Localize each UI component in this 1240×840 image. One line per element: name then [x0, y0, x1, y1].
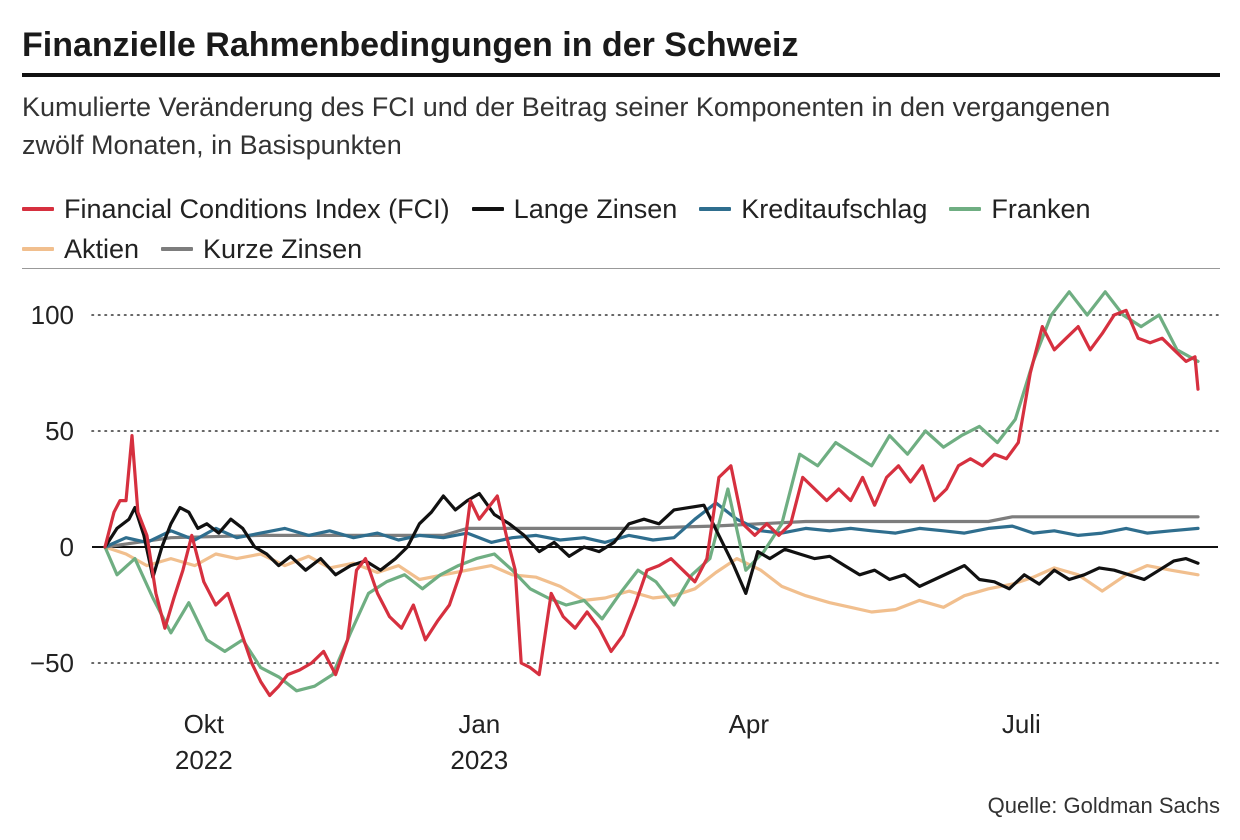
legend-swatch-kurze-zinsen	[161, 247, 194, 251]
x-tick-year-2023: 2023	[450, 745, 508, 775]
series-line-kreditaufschlag	[103, 501, 1200, 549]
x-tick-label-juli: Juli	[1002, 709, 1041, 739]
series-line-financial-conditions-index-fci	[103, 308, 1200, 698]
series-line-kurze-zinsen	[103, 515, 1200, 549]
legend-item-aktien: Aktien	[22, 234, 139, 265]
legend-item-kurze-zinsen: Kurze Zinsen	[161, 234, 362, 265]
legend-swatch-kreditaufschlag	[699, 207, 732, 211]
chart-title: Finanzielle Rahmenbedingungen in der Sch…	[22, 26, 799, 64]
x-tick-year-2022: 2022	[175, 745, 233, 775]
legend-label-lange-zinsen: Lange Zinsen	[513, 193, 678, 224]
y-tick-label-1: 50	[45, 416, 74, 446]
y-tick-label-0: 100	[31, 300, 74, 330]
x-tick-label-apr: Apr	[729, 709, 770, 739]
x-tick-label-okt: Okt	[184, 709, 225, 739]
legend-divider	[22, 268, 1220, 269]
legend-label-kurze-zinsen: Kurze Zinsen	[203, 233, 363, 264]
source-note: Quelle: Goldman Sachs	[987, 793, 1220, 818]
x-tick-label-jan: Jan	[458, 709, 500, 739]
legend-item-lange-zinsen: Lange Zinsen	[471, 193, 678, 225]
legend-item-fci: Financial Conditions Index (FCI)	[22, 194, 450, 225]
chart-subtitle: Kumulierte Veränderung des FCI und der B…	[22, 92, 1111, 160]
legend-swatch-franken	[949, 207, 982, 211]
legend-row-2: Aktien Kurze Zinsen	[22, 229, 1212, 269]
y-tick-label-2: 0	[60, 532, 74, 562]
legend-label-franken: Franken	[991, 193, 1091, 224]
legend-label-kreditaufschlag: Kreditaufschlag	[741, 193, 928, 224]
title-divider	[22, 73, 1220, 77]
y-tick-label-3: −50	[30, 648, 74, 678]
series-line-lange-zinsen	[103, 492, 1200, 595]
legend-swatch-lange-zinsen	[471, 207, 504, 211]
legend-label-fci: Financial Conditions Index (FCI)	[64, 193, 450, 224]
legend-item-franken: Franken	[949, 194, 1090, 225]
legend: Financial Conditions Index (FCI) Lange Z…	[22, 189, 1212, 269]
legend-swatch-fci	[22, 207, 54, 211]
legend-swatch-aktien	[22, 247, 54, 251]
series-line-franken	[103, 290, 1200, 693]
legend-item-kreditaufschlag: Kreditaufschlag	[699, 194, 927, 225]
legend-row-1: Financial Conditions Index (FCI) Lange Z…	[22, 189, 1212, 229]
legend-label-aktien: Aktien	[64, 233, 140, 264]
